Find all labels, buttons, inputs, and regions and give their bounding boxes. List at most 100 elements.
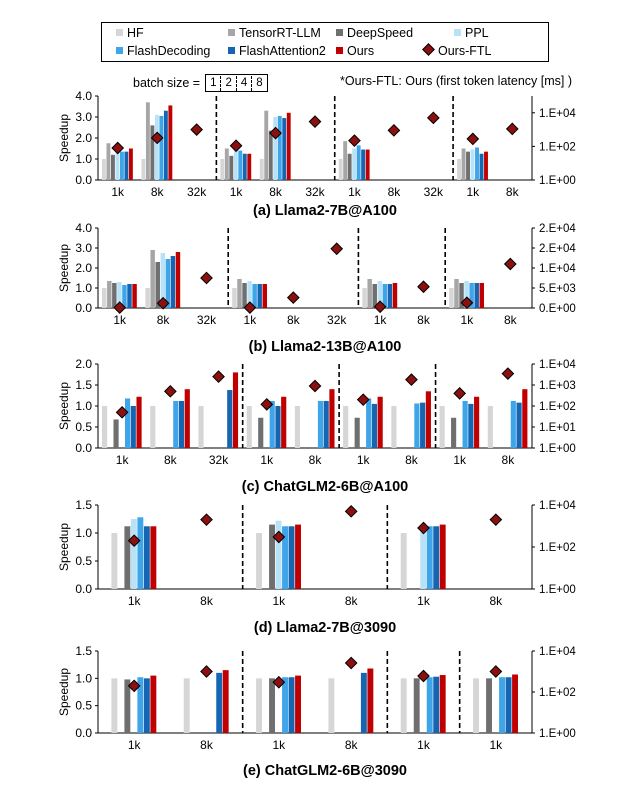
chart-a-ftl-diamond — [505, 122, 519, 136]
chart-d-y2-tick-label: 1.E+04 — [539, 500, 576, 512]
chart-b-bar-flashdecoding — [252, 284, 257, 308]
chart-e-bar-deepspeed — [413, 678, 420, 733]
chart-e-y-tick-label: 1.5 — [75, 644, 92, 658]
chart-d-x-tick-label: 1k — [272, 594, 286, 608]
chart-b-bar-tensorrt-llm — [454, 279, 459, 308]
chart-e-x-tick-label: 1k — [489, 738, 503, 752]
chart-b-y-tick-label: 4.0 — [75, 221, 92, 235]
chart-b-ftl-diamond — [200, 271, 213, 285]
chart-c-ftl-diamond — [405, 373, 418, 387]
legend-item-tensorrt-llm: TensorRT-LLM — [228, 26, 321, 40]
chart-d-ftl-diamond — [344, 504, 358, 518]
chart-a-ftl-diamond — [111, 141, 125, 155]
legend-label: FlashAttention2 — [239, 44, 326, 58]
chart-a-x-tick-label: 8k — [151, 185, 165, 199]
chart-b-title: (b) Llama2-13B@A100 — [249, 339, 402, 355]
chart-b-ftl-diamond — [417, 280, 430, 294]
chart-a-bar-hf — [338, 159, 343, 180]
chart-e-bar-flashdecoding — [499, 677, 505, 733]
chart-a-y-tick-label: 4.0 — [75, 89, 92, 103]
chart-b-x-tick-label: 1k — [113, 313, 127, 327]
chart-e-x-tick-label: 8k — [345, 738, 359, 752]
chart-a-bar-deepspeed — [466, 151, 470, 180]
chart-b-x-tick-label: 32k — [197, 313, 217, 327]
chart-e-bar-ours — [439, 675, 446, 733]
batch-size-value: 2 — [220, 76, 235, 91]
chart-a-bar-tensorrt-llm — [343, 141, 348, 180]
chart-c-bar-flashdecoding — [173, 400, 179, 448]
chart-a-bar-flashdecoding — [356, 145, 361, 180]
chart-e-bar-ours — [295, 675, 301, 733]
chart-d-y-tick-label: 1.5 — [75, 498, 92, 512]
chart-c-bar-hf — [150, 406, 156, 448]
chart-b-x-tick-label: 8k — [287, 313, 301, 327]
chart-c-x-tick-label: 8k — [164, 453, 178, 467]
chart-c-bar-flashattention2 — [227, 390, 233, 448]
chart-e-bar-ours — [222, 670, 229, 733]
chart-e-bar-hf — [111, 678, 118, 733]
chart-d-x-tick-label: 8k — [489, 594, 503, 608]
chart-e-y-tick-label: 0.5 — [75, 699, 92, 713]
chart-c-bar-flashattention2 — [275, 406, 281, 448]
legend: HF TensorRT-LLM DeepSpeed PPL FlashDecoding F… — [101, 22, 549, 62]
chart-c-y-tick-label: 1.5 — [75, 378, 92, 392]
chart-d-bar-ppl — [130, 519, 137, 589]
chart-b-bar-hf — [362, 288, 367, 308]
chart-a-bar-flashattention2 — [124, 151, 129, 180]
chart-b-x-tick-label: 8k — [417, 313, 431, 327]
chart-a-x-tick-label: 1k — [111, 185, 125, 199]
batch-size-indicator: batch size = 1 2 4 8 — [133, 74, 268, 92]
chart-a-x-tick-label: 32k — [187, 185, 207, 199]
chart-e-bar-flashdecoding — [282, 677, 288, 733]
chart-c-ftl-diamond — [501, 367, 515, 380]
chart-a-bar-deepspeed — [150, 125, 155, 180]
chart-d-y-label: Speedup — [57, 523, 71, 571]
legend-item-hf: HF — [116, 26, 144, 40]
chart-d-bar-deepspeed — [124, 526, 131, 589]
chart-d-x-tick-label: 1k — [128, 594, 142, 608]
chart-e-bar-flashattention2 — [143, 678, 150, 733]
legend-label: FlashDecoding — [127, 44, 211, 58]
chart-a-bar-tensorrt-llm — [461, 148, 466, 180]
chart-b-bar-flashattention2 — [474, 283, 479, 308]
chart-e-bar-deepspeed — [269, 678, 275, 733]
chart-b-y2-tick-label: 0.E+00 — [539, 303, 576, 315]
chart-d-bar-flashdecoding — [426, 526, 433, 589]
chart-d-y2-tick-label: 1.E+00 — [539, 584, 576, 596]
chart-c-bar-flashdecoding — [462, 400, 468, 448]
chart-a-bar-deepspeed — [229, 155, 234, 180]
chart-a-bar-tensorrt-llm — [224, 148, 229, 180]
chart-a-bar-ppl — [352, 148, 357, 180]
chart-d-bar-hf — [111, 533, 118, 589]
batch-size-label: batch size = — [133, 76, 201, 90]
chart-a-bar-flashdecoding — [159, 115, 164, 180]
chart-d-bar-flashattention2 — [288, 526, 295, 589]
chart-a-bar-hf — [102, 159, 106, 180]
chart-a-bar-ours — [168, 105, 173, 180]
chart-a-x-tick-label: 1k — [466, 185, 480, 199]
chart-d-ftl-diamond — [200, 513, 213, 527]
chart-b-bar-flashdecoding — [122, 285, 127, 308]
chart-d-bar-deepspeed — [269, 524, 275, 589]
chart-e-y2-tick-label: 1.E+04 — [539, 646, 576, 658]
chart-b-bar-tensorrt-llm — [237, 279, 242, 308]
chart-a-x-tick-label: 1k — [230, 185, 244, 199]
legend-item-flashdecoding: FlashDecoding — [116, 44, 210, 58]
chart-c-bar-ours — [232, 372, 239, 448]
chart-d-bar-flashdecoding — [282, 526, 288, 589]
chart-b-bar-ours — [479, 283, 484, 308]
chart-e-title: (e) ChatGLM2-6B@3090 — [243, 763, 407, 779]
chart-c-y-tick-label: 1.0 — [75, 399, 92, 413]
chart-a-bar-flashdecoding — [238, 150, 243, 180]
chart-b-bar-flashattention2 — [257, 284, 262, 308]
chart-d-bar-hf — [400, 533, 407, 589]
chart-c-bar-ours — [474, 396, 480, 448]
chart-d-ftl-diamond — [127, 534, 141, 548]
chart-c-bar-ours — [184, 389, 190, 448]
chart-c-y2-tick-label: 1.E+04 — [539, 359, 576, 371]
chart-e-x-tick-label: 1k — [272, 738, 286, 752]
chart-b-bar-ppl — [247, 281, 252, 308]
chart-b-bar-ppl — [160, 253, 166, 308]
chart-e-bar-hf — [473, 678, 479, 733]
